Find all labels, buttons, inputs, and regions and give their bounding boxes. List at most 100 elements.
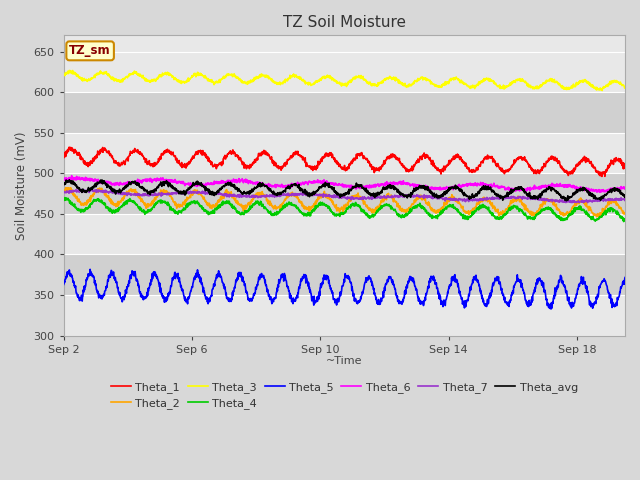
Y-axis label: Soil Moisture (mV): Soil Moisture (mV) <box>15 131 28 240</box>
Theta_4 <box>154 200 161 206</box>
Theta_4 <box>621 216 629 222</box>
Theta_3 <box>60 72 68 78</box>
Theta_7 <box>154 192 161 198</box>
Line: Theta_5: Theta_5 <box>64 269 625 309</box>
Theta_5 <box>547 306 555 312</box>
Legend: Theta_1, Theta_2, Theta_3, Theta_4, Theta_5, Theta_6, Theta_7, Theta_avg: Theta_1, Theta_2, Theta_3, Theta_4, Thet… <box>106 377 582 413</box>
Theta_2 <box>378 199 385 205</box>
Line: Theta_avg: Theta_avg <box>64 180 625 201</box>
Theta_avg <box>322 182 330 188</box>
Theta_avg <box>65 177 73 182</box>
Theta_6 <box>322 179 330 185</box>
Bar <box>64 92 625 133</box>
Theta_6 <box>60 177 68 183</box>
Theta_5 <box>378 299 385 304</box>
Theta_1 <box>164 146 172 152</box>
Theta_1 <box>509 162 517 168</box>
Line: Theta_1: Theta_1 <box>64 147 625 177</box>
Theta_5 <box>60 282 68 288</box>
Theta_6 <box>593 190 601 195</box>
Theta_2 <box>154 194 161 200</box>
Theta_5 <box>621 275 629 280</box>
Theta_6 <box>154 177 161 182</box>
Theta_7 <box>75 186 83 192</box>
Theta_avg <box>509 187 517 192</box>
Theta_4 <box>60 196 68 202</box>
Line: Theta_7: Theta_7 <box>64 189 625 203</box>
Theta_3 <box>65 68 73 73</box>
Theta_4 <box>353 203 360 208</box>
Theta_1 <box>378 164 385 169</box>
Theta_7 <box>322 193 330 199</box>
Theta_7 <box>164 191 172 196</box>
Theta_3 <box>621 85 629 91</box>
Theta_1 <box>322 150 330 156</box>
Theta_7 <box>378 194 385 200</box>
Theta_1 <box>353 153 360 159</box>
Bar <box>64 295 625 336</box>
Theta_5 <box>86 266 94 272</box>
Theta_1 <box>154 159 161 165</box>
Bar <box>64 133 625 173</box>
Theta_avg <box>164 181 172 187</box>
Theta_3 <box>509 79 517 84</box>
Theta_2 <box>67 185 74 191</box>
Theta_7 <box>509 195 517 201</box>
Theta_avg <box>60 182 68 188</box>
Theta_3 <box>164 70 172 75</box>
Theta_6 <box>68 173 76 179</box>
Theta_5 <box>353 300 360 306</box>
Theta_1 <box>65 144 73 150</box>
Theta_3 <box>154 76 161 82</box>
Theta_2 <box>621 211 629 216</box>
Theta_4 <box>378 205 385 211</box>
Theta_6 <box>353 184 360 190</box>
Theta_6 <box>509 187 517 192</box>
Theta_4 <box>509 204 517 209</box>
Theta_4 <box>620 219 627 225</box>
Theta_7 <box>60 190 68 196</box>
Theta_avg <box>378 189 385 194</box>
Theta_2 <box>595 214 603 220</box>
Bar <box>64 214 625 254</box>
Text: TZ_sm: TZ_sm <box>69 44 111 57</box>
Theta_2 <box>509 199 517 205</box>
Title: TZ Soil Moisture: TZ Soil Moisture <box>283 15 406 30</box>
Theta_2 <box>322 194 330 200</box>
Theta_7 <box>353 195 360 201</box>
Theta_6 <box>621 186 629 192</box>
Line: Theta_6: Theta_6 <box>64 176 625 192</box>
Theta_avg <box>154 184 161 190</box>
Theta_6 <box>164 179 172 184</box>
Bar <box>64 173 625 214</box>
Theta_4 <box>61 195 69 201</box>
Theta_7 <box>562 200 570 205</box>
Theta_3 <box>378 80 385 86</box>
Theta_1 <box>621 163 629 169</box>
Theta_4 <box>164 203 172 208</box>
Bar <box>64 51 625 92</box>
Theta_1 <box>60 155 68 160</box>
Theta_2 <box>353 192 360 198</box>
Theta_3 <box>353 74 360 80</box>
Theta_5 <box>154 276 161 281</box>
Theta_avg <box>621 193 629 199</box>
Line: Theta_3: Theta_3 <box>64 71 625 91</box>
Theta_2 <box>164 190 172 196</box>
Theta_5 <box>322 273 330 279</box>
Line: Theta_4: Theta_4 <box>64 198 625 222</box>
Theta_avg <box>563 198 570 204</box>
X-axis label: ~Time: ~Time <box>326 356 363 366</box>
Theta_3 <box>322 75 330 81</box>
Theta_5 <box>164 296 172 302</box>
Theta_1 <box>598 174 605 180</box>
Theta_5 <box>509 288 517 294</box>
Theta_avg <box>353 183 360 189</box>
Theta_2 <box>60 187 68 193</box>
Bar <box>64 254 625 295</box>
Line: Theta_2: Theta_2 <box>64 188 625 217</box>
Theta_4 <box>322 203 330 209</box>
Theta_6 <box>378 181 385 187</box>
Theta_7 <box>621 196 629 202</box>
Theta_3 <box>598 88 606 94</box>
